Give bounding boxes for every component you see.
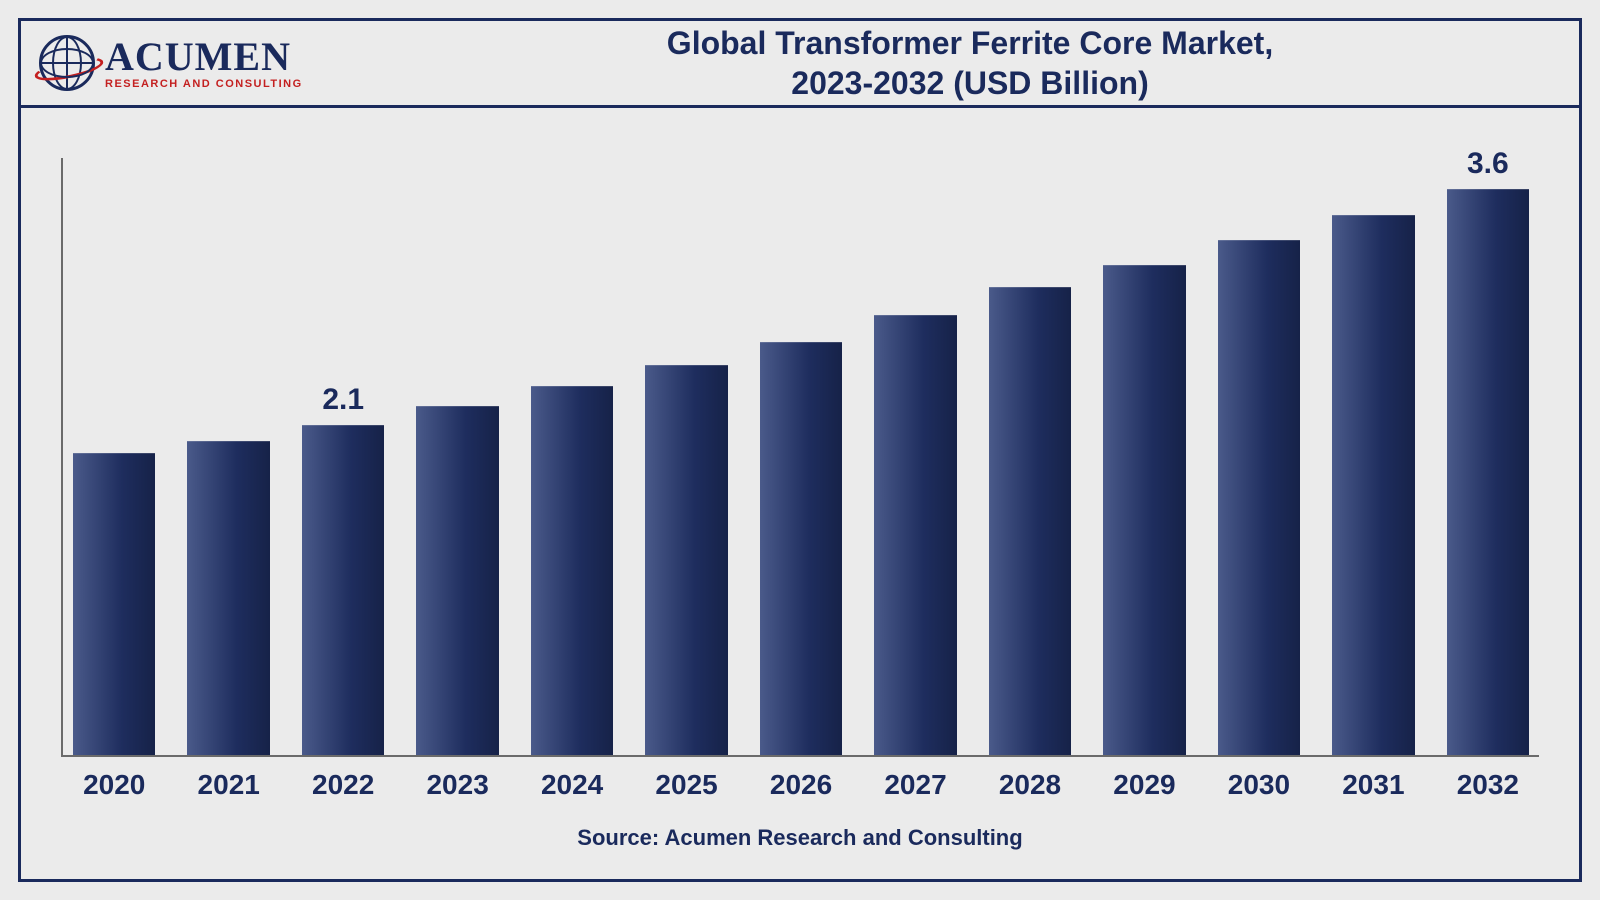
bar-column [531,158,613,755]
x-tick-label: 2022 [302,769,384,801]
x-tick-label: 2024 [531,769,613,801]
x-axis-labels: 2020 2021 2022 2023 2024 2025 2026 2027 2028 2029… [63,757,1539,801]
bar-plot-area: 2.1 3.6 [61,158,1539,757]
brand-logo: ACUMEN RESEARCH AND CONSULTING [39,35,379,91]
bar-column [416,158,498,755]
bar [187,441,269,755]
bar-column [645,158,727,755]
x-tick-label: 2025 [645,769,727,801]
bar-column [874,158,956,755]
x-tick-label: 2026 [760,769,842,801]
bar [1103,265,1185,755]
source-attribution: Source: Acumen Research and Consulting [61,801,1539,859]
infographic-root: ACUMEN RESEARCH AND CONSULTING Global Tr… [18,18,1582,882]
x-tick-label: 2023 [416,769,498,801]
bar [531,386,613,755]
x-tick-label: 2028 [989,769,1071,801]
value-label: 3.6 [1447,147,1529,181]
title-line-2: 2023-2032 (USD Billion) [379,63,1561,103]
bar [760,342,842,755]
bar-column [1218,158,1300,755]
bar-column [73,158,155,755]
chart-panel: 2.13.6 202020212022202320242025202620272… [18,108,1582,882]
brand-text: ACUMEN RESEARCH AND CONSULTING [105,37,303,90]
bar [73,453,155,755]
bar-column [760,158,842,755]
x-tick-label: 2032 [1447,769,1529,801]
bar [874,315,956,755]
bar [1447,189,1529,755]
brand-tagline: RESEARCH AND CONSULTING [105,79,303,90]
x-tick-label: 2021 [187,769,269,801]
globe-icon [39,35,95,91]
bar-column [1332,158,1414,755]
bar [302,425,384,755]
bar-column: 3.6 [1447,158,1529,755]
globe-ring-icon [33,53,105,85]
bar [1218,240,1300,755]
header-bar: ACUMEN RESEARCH AND CONSULTING Global Tr… [18,18,1582,108]
bar [645,365,727,755]
value-label: 2.1 [302,383,384,417]
x-tick-label: 2020 [73,769,155,801]
bar [989,287,1071,755]
bar [1332,215,1414,755]
bar-column: 2.1 [302,158,384,755]
x-tick-label: 2030 [1218,769,1300,801]
x-tick-label: 2027 [874,769,956,801]
bar-column [187,158,269,755]
title-line-1: Global Transformer Ferrite Core Market, [379,23,1561,63]
bar [416,406,498,755]
brand-name: ACUMEN [105,37,303,77]
bar-column [989,158,1071,755]
chart-title: Global Transformer Ferrite Core Market, … [379,23,1561,103]
x-tick-label: 2031 [1332,769,1414,801]
bar-column [1103,158,1185,755]
x-tick-label: 2029 [1103,769,1185,801]
